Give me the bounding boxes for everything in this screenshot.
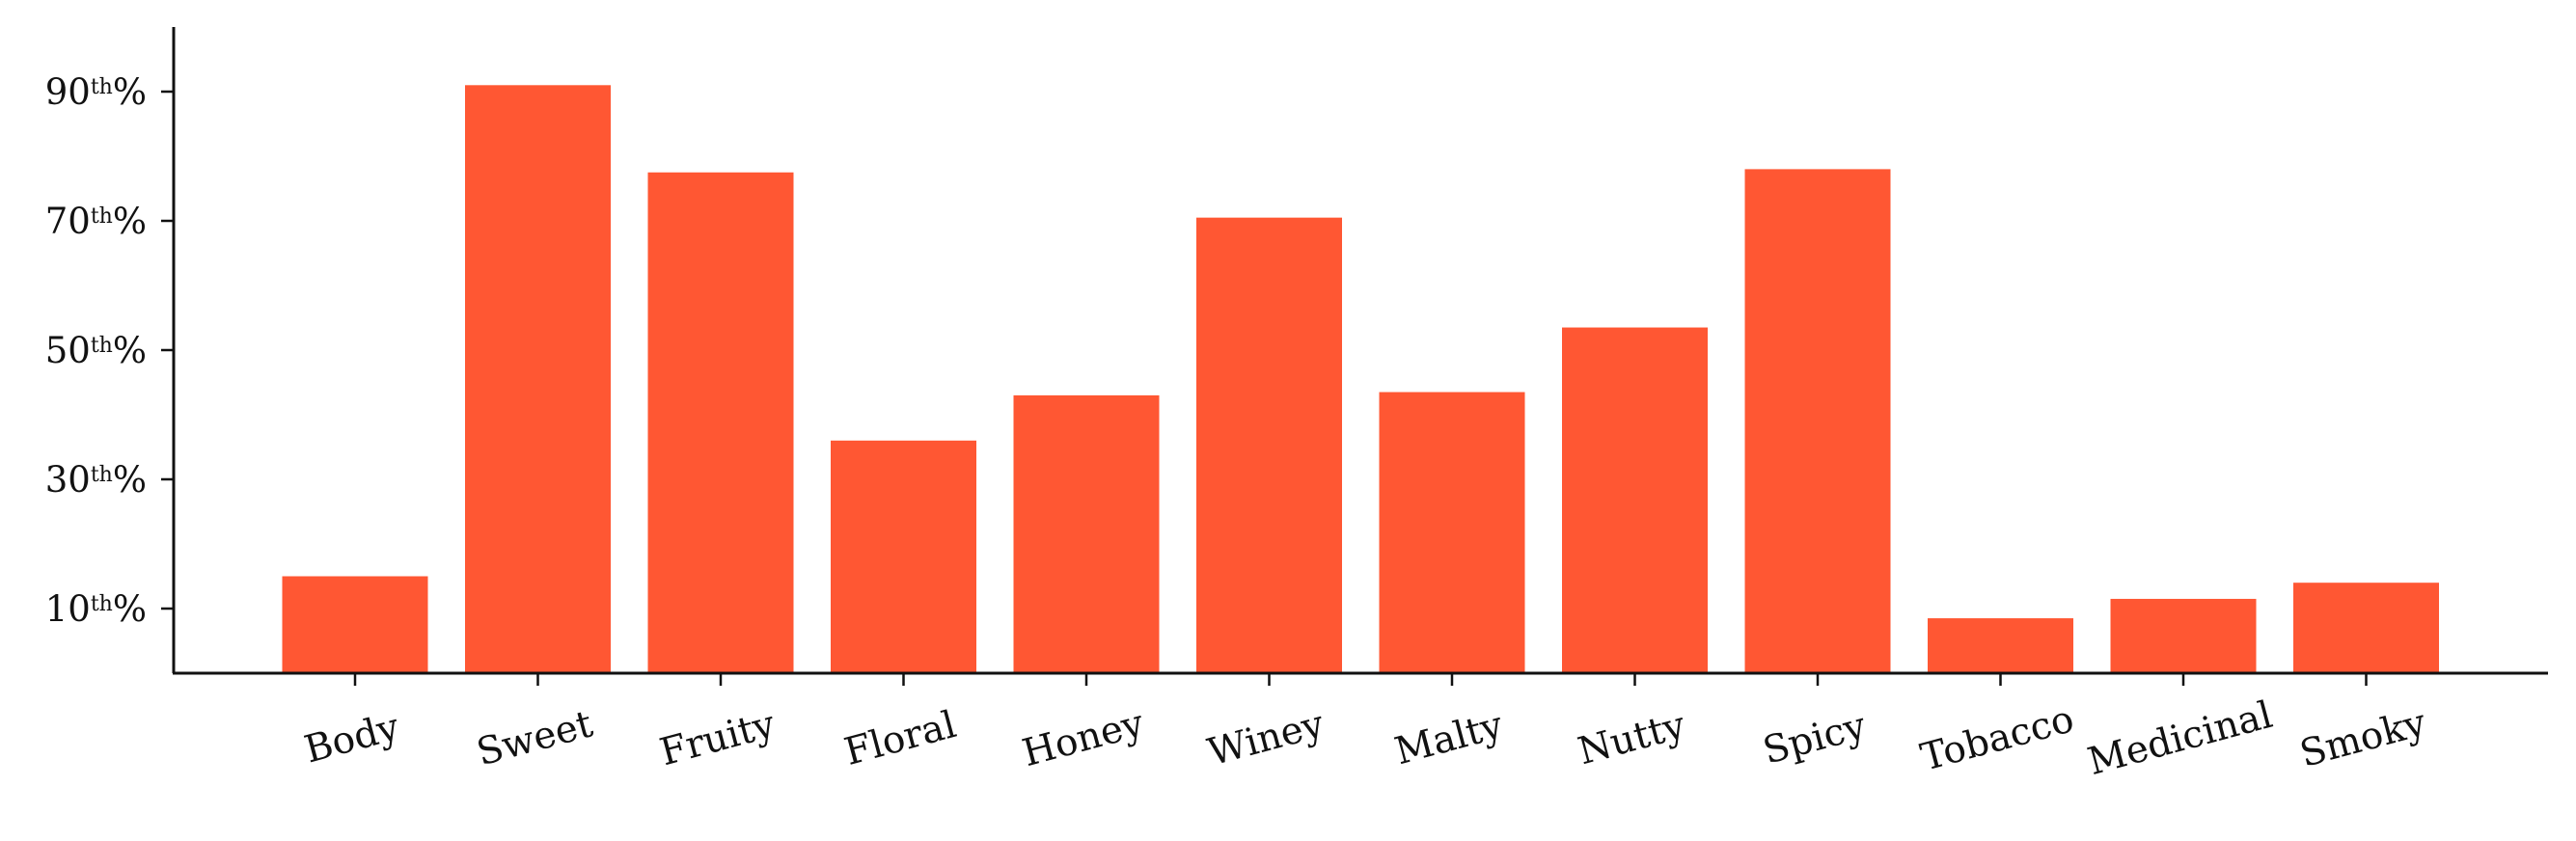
y-tick-ordinal-suffix: th (91, 204, 113, 229)
y-tick-label-10: 10th% (45, 588, 147, 630)
bar-floral (831, 440, 976, 673)
y-tick-ordinal-suffix: th (91, 463, 113, 487)
y-tick-unit: % (113, 459, 147, 501)
x-tick-label-winey: Winey (1203, 702, 1329, 774)
x-tick-label-tobacco: Tobacco (1916, 697, 2078, 779)
y-tick-unit: % (113, 330, 147, 371)
x-tick-label-sweet: Sweet (473, 702, 598, 774)
x-tick-label-medicinal: Medicinal (2083, 693, 2277, 784)
x-ticks-layer: Body Sweet Fruity Floral Honey Winey Malty Nutt… (300, 673, 2430, 784)
y-tick-number: 90 (45, 71, 91, 113)
bar-winey (1196, 217, 1342, 673)
y-tick-label-30: 30th% (45, 459, 147, 501)
y-tick-label-50: 50th% (45, 330, 147, 371)
y-tick-unit: % (113, 588, 147, 630)
bar-smoky (2293, 583, 2439, 673)
bars-layer (282, 85, 2439, 674)
y-tick-ordinal-suffix: th (91, 334, 113, 358)
x-tick-label-nutty: Nutty (1574, 704, 1689, 774)
bar-medicinal (2110, 598, 2257, 673)
y-tick-ordinal-suffix: th (91, 75, 113, 99)
y-ticks-layer: 10th%30th%50th%70th%90th% (45, 71, 174, 630)
x-tick-label-body: Body (300, 705, 403, 772)
y-tick-number: 30 (45, 459, 91, 501)
y-tick-number: 10 (45, 588, 91, 630)
bar-spicy (1744, 169, 1891, 673)
y-tick-number: 50 (45, 330, 91, 371)
bar-tobacco (1928, 618, 2073, 673)
bar-nutty (1562, 327, 1708, 673)
x-tick-label-spicy: Spicy (1759, 704, 1871, 773)
x-tick-label-honey: Honey (1018, 702, 1148, 776)
y-tick-unit: % (113, 71, 147, 113)
x-tick-label-fruity: Fruity (656, 703, 781, 775)
bar-honey (1013, 394, 1160, 673)
bar-body (282, 576, 428, 673)
x-tick-label-smoky: Smoky (2295, 701, 2430, 776)
y-tick-label-90: 90th% (45, 71, 147, 113)
bar-malty (1379, 392, 1525, 673)
x-tick-label-malty: Malty (1390, 704, 1507, 774)
y-tick-label-70: 70th% (45, 201, 147, 242)
y-tick-unit: % (113, 201, 147, 242)
x-tick-label-floral: Floral (840, 703, 961, 774)
y-tick-number: 70 (45, 201, 91, 242)
bar-fruity (647, 172, 794, 673)
bar-sweet (465, 85, 611, 674)
y-tick-ordinal-suffix: th (91, 592, 113, 616)
